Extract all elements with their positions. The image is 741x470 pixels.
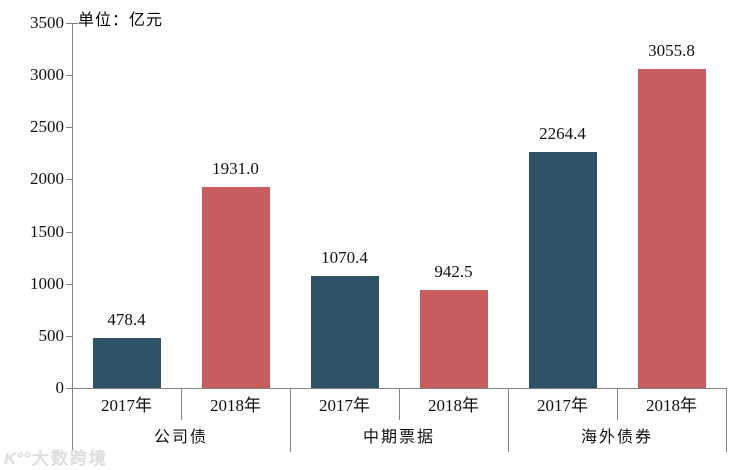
year-label: 2017年 <box>101 396 152 415</box>
y-axis-tick-label: 3500 <box>30 13 64 32</box>
y-axis-tick-mark <box>66 283 72 285</box>
bar-2018-g0 <box>202 187 270 388</box>
y-axis-tick-label: 2000 <box>30 169 64 189</box>
bar-value-label: 3055.8 <box>648 41 695 61</box>
year-label: 2017年 <box>319 396 370 415</box>
y-axis-tick-mark <box>66 335 72 337</box>
y-axis-tick-label: 3000 <box>30 65 64 85</box>
group-divider <box>508 388 509 452</box>
bar-2018-g2 <box>638 69 706 388</box>
y-axis-tick-mark <box>66 179 72 181</box>
year-divider <box>181 388 182 420</box>
group-divider <box>726 388 727 452</box>
year-divider <box>617 388 618 420</box>
y-axis-tick-label: 0 <box>55 378 65 397</box>
y-axis-tick-mark <box>66 231 72 233</box>
y-axis-top-tick <box>72 23 78 24</box>
watermark: K°° 大数跨境 <box>4 444 108 469</box>
year-divider <box>399 388 400 420</box>
bar-2017-g2 <box>529 152 597 388</box>
bar-value-label: 1931.0 <box>212 158 259 178</box>
watermark-logo-icon: K°° <box>4 449 30 468</box>
group-divider <box>72 388 73 452</box>
year-label: 2018年 <box>428 396 479 415</box>
year-label: 2018年 <box>210 396 261 415</box>
group-label: 公司债 <box>153 429 208 446</box>
year-label: 2017年 <box>537 396 588 415</box>
group-label: 海外债券 <box>580 429 653 446</box>
bar-value-label: 478.4 <box>107 310 146 330</box>
group-label: 中期票据 <box>362 429 435 446</box>
bar-2017-g1 <box>311 276 379 388</box>
y-axis-tick-label: 1000 <box>30 273 64 293</box>
group-divider <box>290 388 291 452</box>
unit-label: 单位：亿元 <box>78 12 164 29</box>
y-axis-tick-mark <box>66 127 72 129</box>
y-axis-tick-mark <box>66 388 72 389</box>
y-axis-tick-label: 500 <box>38 325 65 345</box>
bar-value-label: 2264.4 <box>539 123 586 143</box>
bar-2017-g0 <box>93 338 161 388</box>
y-axis-tick-label: 1500 <box>30 221 64 241</box>
y-axis-tick-mark <box>66 75 72 77</box>
watermark-text: 大数跨境 <box>31 449 108 468</box>
y-axis-tick-mark <box>66 23 72 24</box>
bar-value-label: 942.5 <box>434 261 473 281</box>
bar-value-label: 1070.4 <box>321 248 368 268</box>
year-label: 2018年 <box>646 396 697 415</box>
y-axis-tick-label: 2500 <box>30 117 64 137</box>
y-axis-line <box>72 23 73 388</box>
bar-2018-g1 <box>420 290 488 388</box>
